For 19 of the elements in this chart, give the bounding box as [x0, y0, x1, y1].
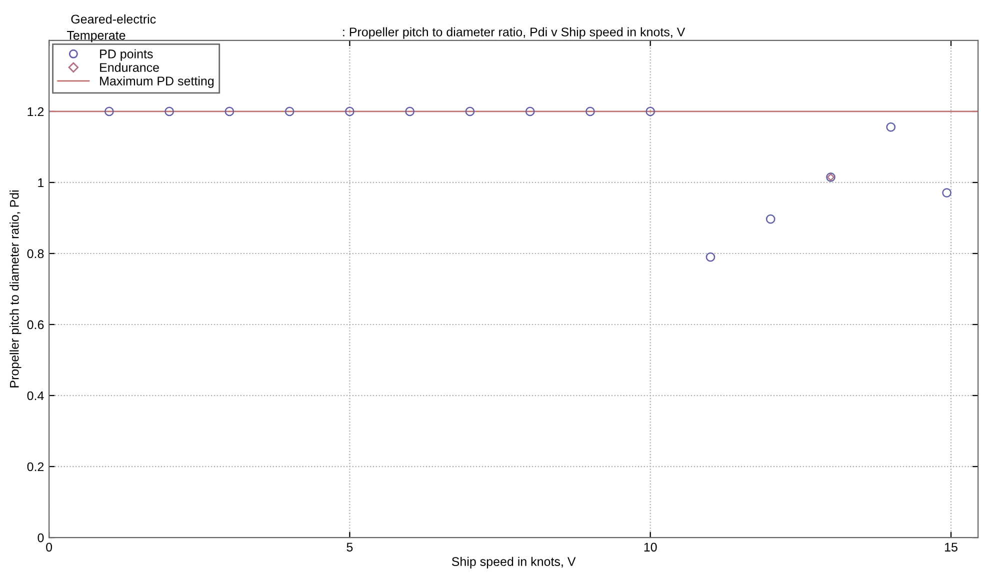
x-tick-label: 5 — [346, 542, 353, 552]
x-tick-label: 0 — [46, 542, 52, 552]
legend-label: PD points — [100, 49, 153, 61]
legend-label: Endurance — [100, 62, 159, 72]
x-tick-label: 15 — [945, 542, 958, 552]
y-tick-label: 1.2 — [28, 107, 44, 116]
y-tick-label: 1 — [38, 178, 44, 188]
y-tick-label: 0 — [38, 533, 44, 542]
y-tick-label: 0.6 — [27, 320, 44, 330]
y-tick-label: 0.2 — [27, 462, 44, 472]
annotation: Temperate — [66, 31, 126, 42]
chart-subtitle: Geared-electric — [71, 14, 156, 24]
chart-title: : Propeller pitch to diameter ratio, Pdi v Ship speed in knots, V — [343, 27, 686, 39]
y-axis-title: Propeller pitch to diameter ratio, Pdi — [10, 190, 22, 388]
y-tick-label: 0.4 — [27, 391, 44, 400]
legend-label: Maximum PD setting — [100, 76, 214, 88]
y-tick-label: 0.8 — [27, 249, 44, 258]
x-axis-title: Ship speed in knots, V — [452, 556, 576, 568]
x-tick-label: 10 — [644, 542, 657, 552]
